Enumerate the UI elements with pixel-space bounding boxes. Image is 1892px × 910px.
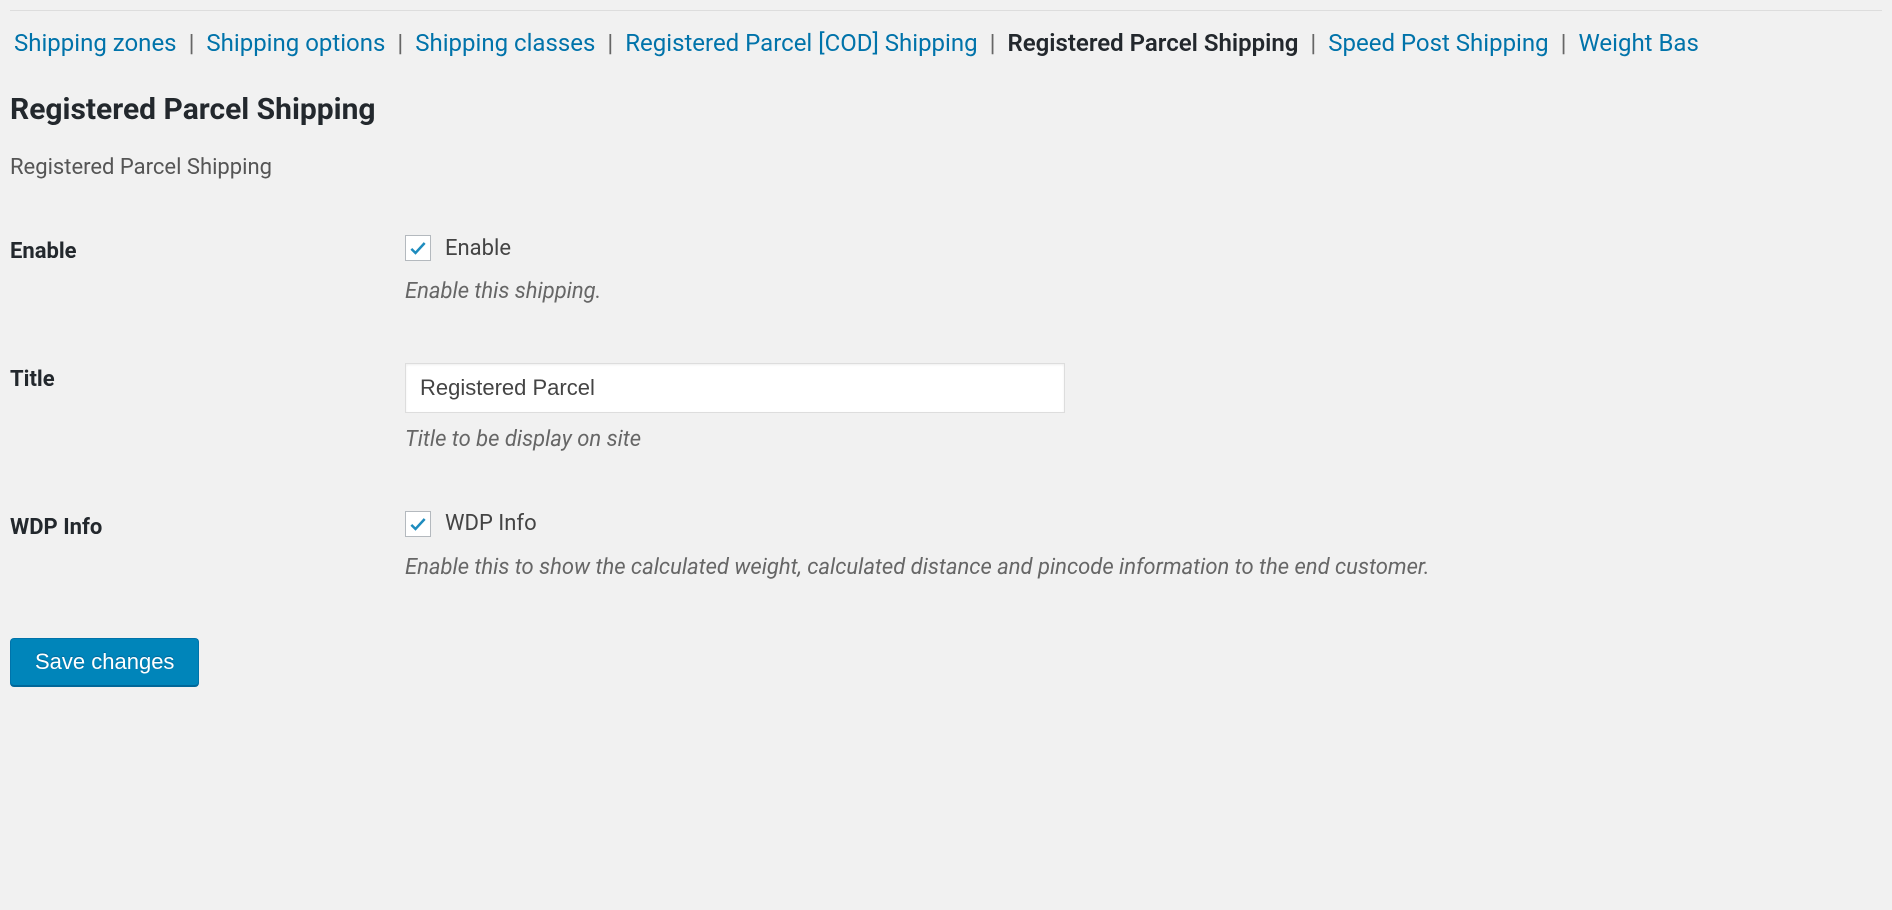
tab-separator: |: [389, 29, 411, 57]
form-row-wdp-info: WDP Info WDP Info Enable this to show th…: [10, 511, 1882, 584]
tab-registered-parcel-shipping[interactable]: Registered Parcel Shipping: [1003, 29, 1302, 57]
form-row-title: Title Title to be display on site: [10, 363, 1882, 456]
checkbox-label-enable: Enable: [445, 236, 511, 261]
tab-shipping-zones[interactable]: Shipping zones: [10, 29, 181, 57]
label-title: Title: [10, 363, 405, 392]
input-title[interactable]: [405, 363, 1065, 413]
page-subtitle: Registered Parcel Shipping: [10, 155, 1882, 180]
checkbox-wdp-info[interactable]: [405, 511, 431, 537]
label-wdp-info: WDP Info: [10, 511, 405, 540]
tab-separator: |: [1302, 29, 1324, 57]
shipping-tabs: Shipping zones | Shipping options | Ship…: [10, 29, 1882, 57]
description-enable: Enable this shipping.: [405, 277, 1882, 308]
save-button[interactable]: Save changes: [10, 638, 199, 686]
tab-separator: |: [982, 29, 1004, 57]
check-icon: [408, 514, 428, 534]
label-enable: Enable: [10, 235, 405, 264]
tab-separator: |: [181, 29, 203, 57]
tab-registered-parcel-cod[interactable]: Registered Parcel [COD] Shipping: [621, 29, 981, 57]
settings-form: Enable Enable Enable this shipping. Titl…: [10, 235, 1882, 583]
description-title: Title to be display on site: [405, 425, 1882, 456]
description-wdp-info: Enable this to show the calculated weigh…: [405, 553, 1882, 584]
tab-separator: |: [1553, 29, 1575, 57]
checkbox-enable[interactable]: [405, 235, 431, 261]
page-title: Registered Parcel Shipping: [10, 92, 1882, 127]
save-row: Save changes: [10, 638, 1882, 686]
tab-shipping-classes[interactable]: Shipping classes: [411, 29, 599, 57]
tab-weight-based[interactable]: Weight Bas: [1574, 29, 1702, 57]
top-divider: [10, 10, 1882, 11]
tab-speed-post[interactable]: Speed Post Shipping: [1324, 29, 1552, 57]
check-icon: [408, 238, 428, 258]
form-row-enable: Enable Enable Enable this shipping.: [10, 235, 1882, 308]
checkbox-label-wdp-info: WDP Info: [445, 511, 537, 536]
tab-separator: |: [599, 29, 621, 57]
tab-shipping-options[interactable]: Shipping options: [202, 29, 389, 57]
